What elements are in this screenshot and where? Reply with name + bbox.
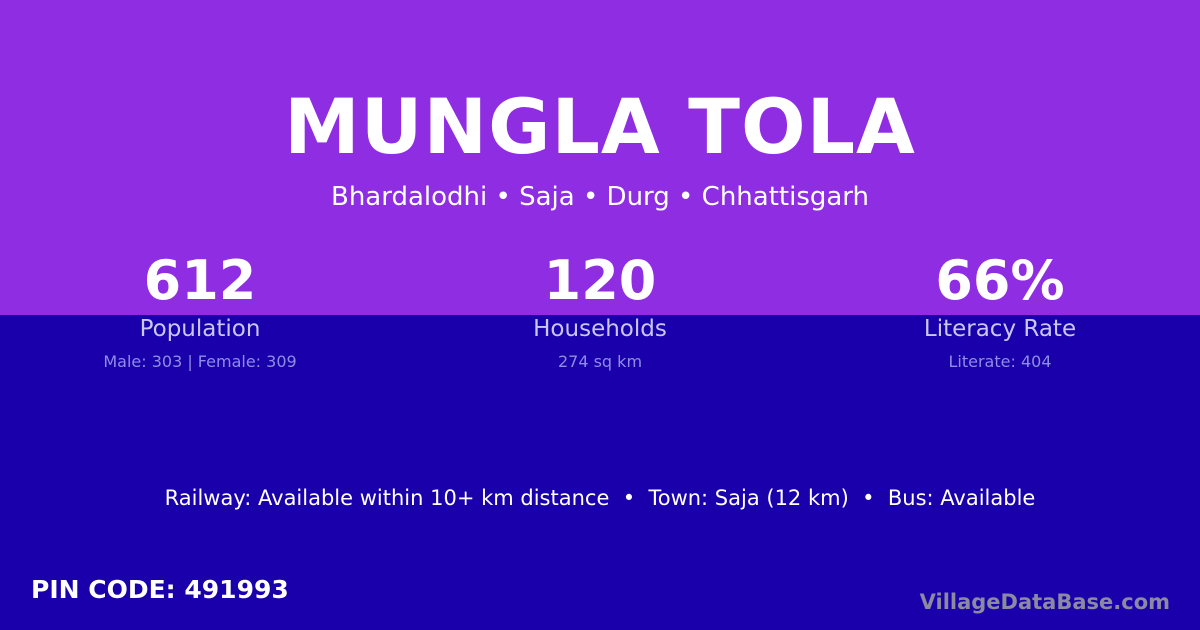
stat-value: 120 — [543, 249, 657, 312]
stat-value: 66% — [935, 249, 1065, 312]
header-band — [0, 0, 1200, 315]
stat-label: Literacy Rate — [923, 316, 1077, 342]
location-breadcrumb: Bhardalodhi • Saja • Durg • Chhattisgarh — [330, 182, 870, 212]
stat-households: 120 Households 274 sq km — [400, 248, 800, 371]
stat-detail: Male: 303 | Female: 309 — [103, 352, 297, 371]
watermark-logo: VillageDataBase.com — [919, 590, 1170, 614]
pin-code: PIN CODE: 491993 — [31, 575, 289, 604]
stat-population: 612 Population Male: 303 | Female: 309 — [0, 248, 400, 371]
village-title: MUNGLA TOLA — [284, 82, 916, 171]
stat-literacy: 66% Literacy Rate Literate: 404 — [800, 248, 1200, 371]
facilities-line: Railway: Available within 10+ km distanc… — [164, 486, 1036, 510]
stat-detail: Literate: 404 — [948, 352, 1052, 371]
stat-label: Population — [139, 316, 261, 342]
stat-label: Households — [533, 316, 667, 342]
stat-value: 612 — [143, 249, 257, 312]
stat-detail: 274 sq km — [557, 352, 643, 371]
